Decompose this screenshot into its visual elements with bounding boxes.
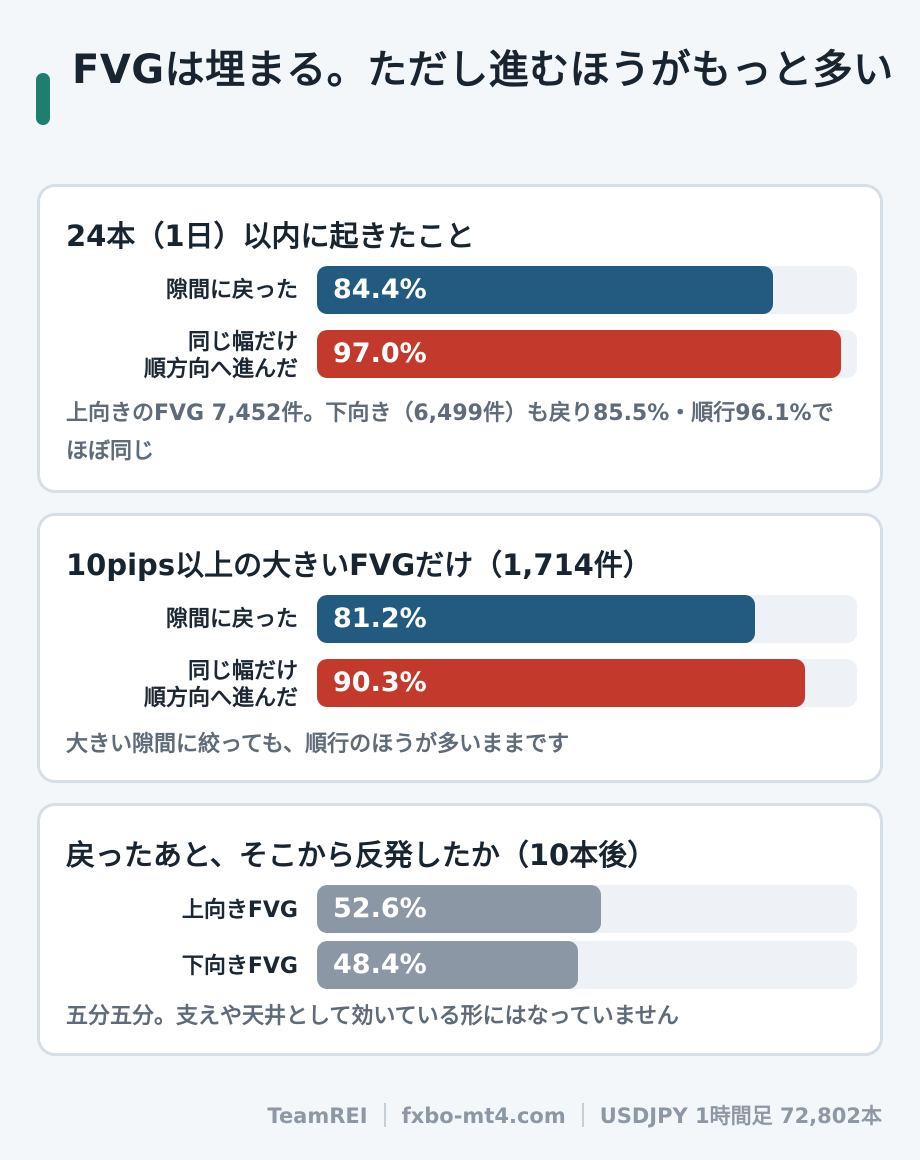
bar-track: 81.2% xyxy=(317,595,857,643)
bar-label: 上向きFVG xyxy=(181,898,298,923)
title-accent-bar xyxy=(36,73,50,125)
footer: TeamREI fxbo-mt4.com USDJPY 1時間足 72,802本 xyxy=(267,1100,882,1130)
chart-card-2: 10pips以上の大きいFVGだけ（1,714件） 隙間に戻った 81.2% 同… xyxy=(37,513,883,783)
chart-card-3: 戻ったあと、そこから反発したか（10本後） 上向きFVG 52.6% 下向きFV… xyxy=(37,803,883,1056)
bar-track: 48.4% xyxy=(317,941,857,989)
bar-value-label: 97.0% xyxy=(333,338,427,369)
bar-label-line: 順方向へ進んだ xyxy=(143,357,298,382)
bar-label-line: 同じ幅だけ xyxy=(187,659,298,684)
bar-value-label: 52.6% xyxy=(333,893,427,924)
footer-dataset: USDJPY 1時間足 72,802本 xyxy=(599,1104,882,1128)
chart-card-1: 24本（1日）以内に起きたこと 隙間に戻った 84.4% 同じ幅だけ 順方向へ進… xyxy=(37,184,883,493)
chart-note: 大きい隙間に絞っても、順行のほうが多いままです xyxy=(66,732,570,757)
bar-label: 隙間に戻った xyxy=(165,278,298,303)
bar-label: 同じ幅だけ 順方向へ進んだ xyxy=(144,329,298,383)
bar: 48.4% xyxy=(317,941,579,989)
bar: 97.0% xyxy=(317,330,841,378)
title-area: FVGは埋まる。ただし進むほうがもっと多い xyxy=(36,40,896,125)
bar-label: 隙間に戻った xyxy=(165,607,298,632)
bar-label-line: 同じ幅だけ xyxy=(187,330,298,355)
bar-value-label: 48.4% xyxy=(333,949,427,980)
chart-note: 五分五分。支えや天井として効いている形にはなっていません xyxy=(66,1004,679,1029)
bar: 52.6% xyxy=(317,885,602,933)
chart-title: 10pips以上の大きいFVGだけ（1,714件） xyxy=(66,548,652,582)
bar-track: 84.4% xyxy=(317,266,857,314)
footer-divider xyxy=(581,1103,584,1127)
bar-value-label: 90.3% xyxy=(333,667,427,698)
bar-label: 同じ幅だけ 順方向へ進んだ xyxy=(144,658,298,712)
footer-divider xyxy=(383,1103,386,1127)
chart-title: 24本（1日）以内に起きたこと xyxy=(66,219,475,253)
bar-track: 97.0% xyxy=(317,330,857,378)
bar-label-line: 順方向へ進んだ xyxy=(143,686,298,711)
footer-brand: TeamREI xyxy=(267,1104,368,1128)
bar-track: 52.6% xyxy=(317,885,857,933)
bar-value-label: 84.4% xyxy=(333,274,427,305)
bar: 84.4% xyxy=(317,266,773,314)
bar-label: 下向きFVG xyxy=(181,954,298,979)
bar: 81.2% xyxy=(317,595,756,643)
chart-note: 上向きのFVG 7,452件。下向き（6,499件）も戻り85.5%・順行96.… xyxy=(66,401,834,464)
page-title: FVGは埋まる。ただし進むほうがもっと多い xyxy=(72,47,894,93)
footer-site: fxbo-mt4.com xyxy=(401,1104,566,1128)
bar: 90.3% xyxy=(317,659,805,707)
bar-value-label: 81.2% xyxy=(333,603,427,634)
bar-track: 90.3% xyxy=(317,659,857,707)
chart-title: 戻ったあと、そこから反発したか（10本後） xyxy=(66,838,657,872)
